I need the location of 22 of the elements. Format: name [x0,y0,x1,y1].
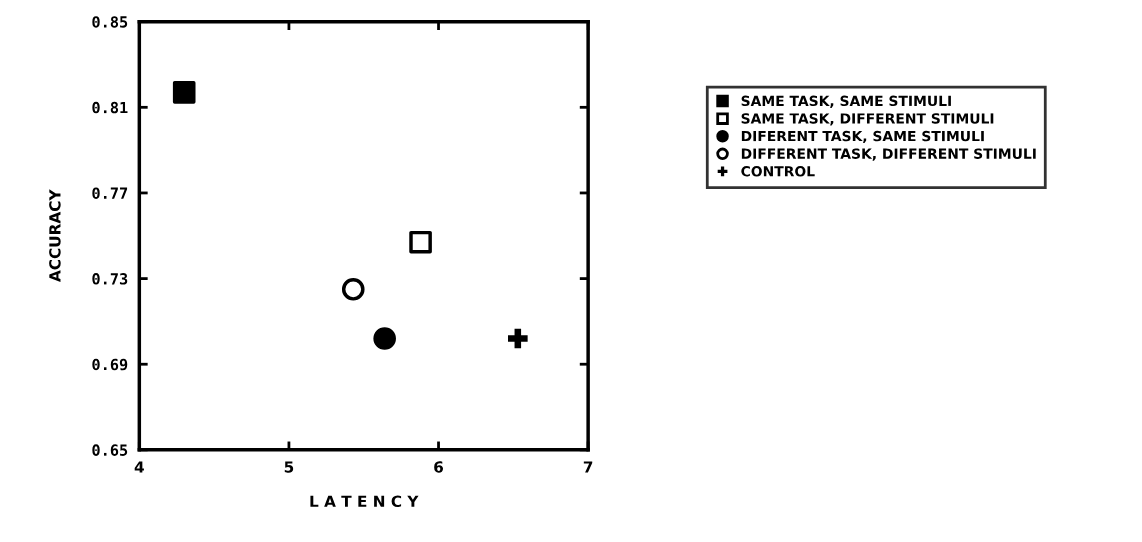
y-tick-label: 0.73 [92,273,128,285]
point [172,81,196,104]
point [373,327,396,350]
y-tick-label: 0.77 [92,187,128,199]
x-tick-label: 6 [434,461,444,473]
point [508,328,528,349]
legend-label: SAME TASK, DIFFERENT STIMULI [741,113,994,126]
legend-label: DIFFERENT TASK, DIFFERENT STIMULI [741,148,1036,161]
y-axis-title: ACCURACY [49,189,61,282]
legend-label: CONTROL [741,166,815,177]
x-tick-label: 7 [583,461,593,473]
x-axis-title: L A T E N C Y [310,495,419,508]
y-tick-label: 0.85 [92,16,128,28]
y-tick-label: 0.65 [92,444,128,456]
y-tick-label: 0.81 [92,101,128,114]
point [409,230,432,254]
legend-label: DIFERENT TASK, SAME STIMULI [741,130,984,144]
legend-label: SAME TASK, SAME STIMULI [741,95,951,108]
point [341,277,365,301]
y-tick-label: 0.69 [92,358,128,371]
x-tick-label: 4 [134,461,144,473]
x-tick-label: 5 [284,461,294,473]
